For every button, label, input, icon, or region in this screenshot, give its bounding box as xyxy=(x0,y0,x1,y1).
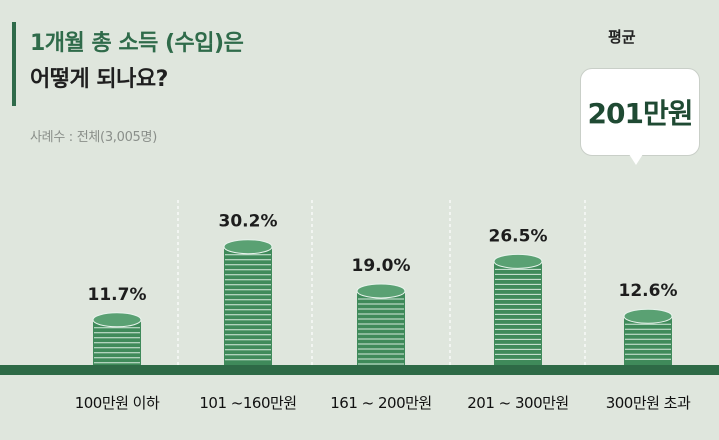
coin-top xyxy=(493,253,543,269)
category-label: 201 ~ 300만원 xyxy=(467,394,569,412)
average-bubble-tail xyxy=(627,151,645,165)
title-line-2: 어떻게 되나요? xyxy=(30,67,168,92)
title-line-1: 1개월 총 소득 (수입)은 xyxy=(30,31,244,56)
data-label: 12.6% xyxy=(619,281,678,301)
chart-title: 1개월 총 소득 (수입)은 어떻게 되나요? xyxy=(30,26,244,98)
bar-coin-stack xyxy=(623,308,673,366)
average-value: 201만원 xyxy=(587,97,694,130)
baseline xyxy=(0,365,719,375)
coin-top xyxy=(92,312,142,328)
coin-top xyxy=(623,308,673,324)
bar-coin-stack xyxy=(92,312,142,366)
category-label: 101 ~160만원 xyxy=(199,394,297,412)
category-label: 300만원 초과 xyxy=(605,394,691,412)
coin-top xyxy=(356,283,406,299)
data-label: 30.2% xyxy=(219,212,278,232)
category-label: 161 ~ 200만원 xyxy=(330,394,432,412)
bar xyxy=(224,246,272,366)
sample-size-note: 사례수 : 전체(3,005명) xyxy=(30,130,157,145)
bar-coin-stack xyxy=(223,239,273,366)
bar-coin-stack xyxy=(356,283,406,366)
bar-coin-stack xyxy=(493,253,543,366)
title-accent-bar xyxy=(12,22,16,106)
data-label: 26.5% xyxy=(489,226,548,246)
coin-top xyxy=(223,239,273,255)
data-label: 11.7% xyxy=(88,285,147,305)
category-label: 100만원 이하 xyxy=(74,394,160,412)
average-label: 평균 xyxy=(608,28,636,46)
data-label: 19.0% xyxy=(352,256,411,276)
bar xyxy=(494,261,542,366)
